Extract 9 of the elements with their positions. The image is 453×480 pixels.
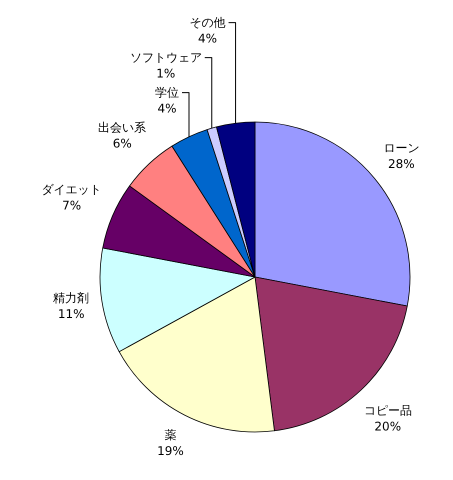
- data-label: コピー品 20%: [364, 403, 412, 434]
- data-label: 出会い系 6%: [98, 120, 146, 151]
- data-label: その他 4%: [190, 16, 226, 46]
- data-label: ローン 28%: [383, 140, 420, 171]
- data-label: ダイエット 7%: [42, 182, 102, 213]
- data-label: ソフトウェア 1%: [130, 50, 202, 81]
- data-label: 薬 19%: [157, 428, 184, 458]
- data-label: 学位 4%: [155, 86, 179, 116]
- data-label: 精力剤 11%: [53, 291, 90, 322]
